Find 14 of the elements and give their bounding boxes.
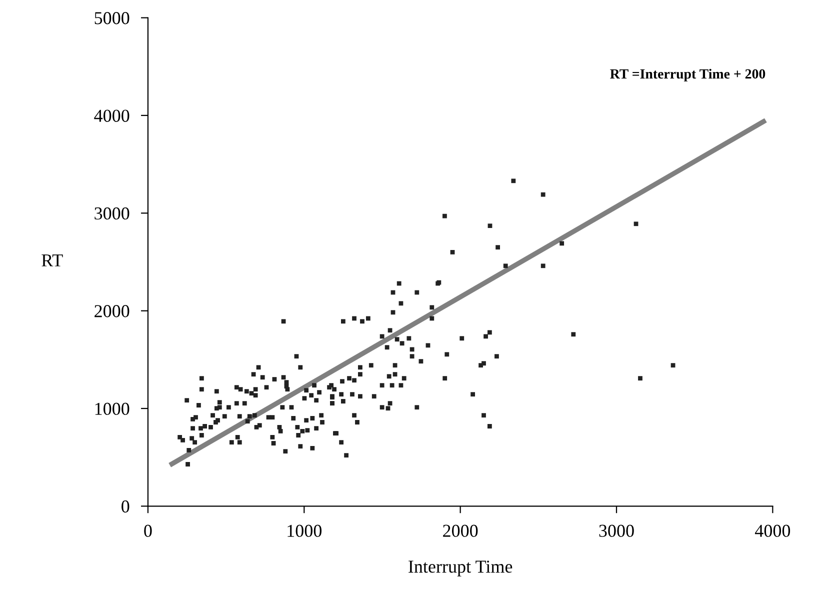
text: RT =Interrupt Time + 200 <box>610 68 766 82</box>
x-tick-label: 4000 <box>754 524 790 537</box>
x-tick-label: 3000 <box>599 524 634 537</box>
x-tick-label: 0 <box>144 524 152 537</box>
x-tick-label: 2000 <box>443 524 478 537</box>
y-tick-label: 5000 <box>94 12 130 24</box>
y-tick-label: 3000 <box>94 207 130 220</box>
y-axis-title: RT <box>42 254 63 266</box>
y-tick-label: 2000 <box>94 305 130 318</box>
x-tick-label: 1000 <box>288 524 322 537</box>
x-axis-title: Interrupt Time <box>408 560 512 576</box>
y-tick-label: 4000 <box>94 110 130 122</box>
y-tick-label: 1000 <box>95 402 130 415</box>
y-tick-label: 0 <box>122 500 130 513</box>
